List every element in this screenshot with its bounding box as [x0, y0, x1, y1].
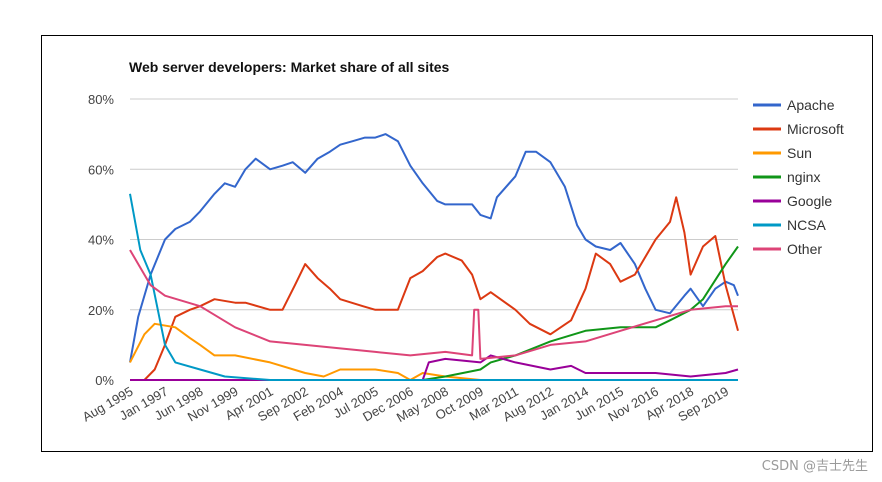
legend-label-microsoft: Microsoft: [787, 121, 844, 137]
plot-background: [58, 48, 870, 446]
y-tick-label: 80%: [88, 92, 114, 107]
legend-label-ncsa: NCSA: [787, 217, 827, 233]
series-line-nginx: [130, 245, 739, 381]
chart-title: Web server developers: Market share of a…: [129, 59, 450, 75]
chart-canvas: Web server developers: Market share of a…: [58, 48, 870, 446]
legend-label-nginx: nginx: [787, 169, 820, 185]
y-tick-label: 40%: [88, 233, 114, 248]
series-line-microsoft: [130, 196, 739, 381]
legend-label-other: Other: [787, 241, 822, 257]
series-line-apache: [129, 133, 739, 363]
series-line-google: [130, 354, 739, 381]
legend-label-apache: Apache: [787, 97, 835, 113]
series-line-ncsa: [129, 193, 738, 381]
y-tick-label: 0%: [95, 373, 114, 388]
y-axis: 0% 20% 40% 60% 80%: [88, 92, 114, 388]
watermark: CSDN @吉士先生: [761, 459, 868, 474]
series-line-sun: [129, 322, 516, 381]
y-tick-label: 60%: [88, 162, 114, 177]
series-line-other: [129, 249, 738, 360]
chart-frame: Web server developers: Market share of a…: [41, 35, 873, 452]
y-tick-label: 20%: [88, 303, 114, 318]
series-lines: [129, 133, 739, 381]
legend-label-sun: Sun: [787, 145, 812, 161]
legend: Apache Microsoft Sun nginx Google NCSA Other: [753, 97, 844, 257]
legend-label-google: Google: [787, 193, 832, 209]
